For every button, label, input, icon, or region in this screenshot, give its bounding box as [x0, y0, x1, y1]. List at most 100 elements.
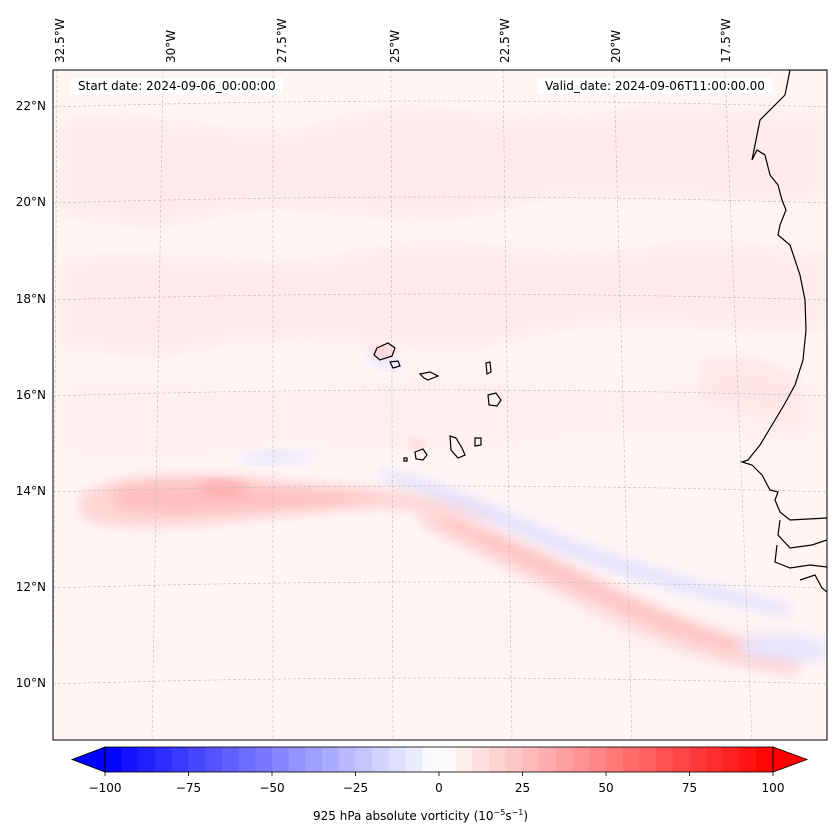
colorbar-bin — [439, 747, 457, 772]
colorbar-bin — [756, 747, 774, 772]
colorbar-label: 925 hPa absolute vorticity (10−5s−1) — [313, 808, 528, 823]
colorbar-label-exp1: −5 — [493, 808, 506, 817]
colorbar-tick-label: 0 — [435, 781, 443, 795]
colorbar-bin — [455, 747, 473, 772]
colorbar-bin — [171, 747, 189, 772]
colorbar-bin — [606, 747, 624, 772]
map-frame — [52, 69, 828, 741]
colorbar-bin — [622, 747, 640, 772]
longitude-gridline — [724, 70, 753, 740]
colorbar-bin — [205, 747, 223, 772]
african-coastline — [777, 519, 827, 549]
longitude-gridline — [613, 70, 633, 740]
colorbar-bin — [555, 747, 574, 772]
colorbar-tick-label: 25 — [514, 781, 531, 795]
longitude-gridline — [502, 70, 513, 740]
african-coastline — [799, 574, 827, 593]
latitude-gridline — [53, 196, 827, 204]
negative-vorticity-region — [240, 450, 320, 465]
colorbar-label-exp2: −1 — [511, 808, 524, 817]
start-date-label: Start date: 2024-09-06_00:00:00 — [71, 78, 283, 94]
colorbar-bin — [422, 747, 440, 772]
colorbar-bin — [706, 747, 724, 772]
colorbar — [70, 746, 809, 776]
colorbar-bin — [489, 747, 507, 772]
coastlines — [373, 70, 827, 593]
negative-vorticity-region — [380, 470, 790, 615]
positive-vorticity-region — [60, 374, 827, 463]
colorbar-bin — [272, 747, 290, 772]
colorbar-bin — [589, 747, 607, 772]
colorbar-label-unit: s — [505, 809, 512, 823]
latitude-gridline — [53, 485, 827, 493]
latitude-gridline — [53, 677, 827, 685]
negative-vorticity-region — [740, 634, 827, 663]
vorticity-contours — [60, 105, 827, 678]
latitude-tick-label: 22°N — [15, 99, 46, 113]
longitude-tick-label: 25°W — [388, 29, 402, 63]
colorbar-bin — [238, 747, 256, 772]
colorbar-bin — [405, 747, 423, 772]
colorbar-tick-label: −25 — [342, 781, 369, 795]
cape-verde-island — [414, 448, 428, 461]
colorbar-bin — [722, 747, 741, 772]
colorbar-bin — [505, 747, 523, 772]
colorbar-bin — [388, 747, 407, 772]
positive-vorticity-region — [200, 480, 250, 499]
colorbar-bin — [322, 747, 340, 772]
colorbar-bin — [355, 747, 373, 772]
colorbar-bin — [372, 747, 390, 772]
latitude-tick-label: 18°N — [15, 292, 46, 306]
colorbar-bin — [522, 747, 540, 772]
positive-vorticity-region — [60, 105, 827, 228]
positive-vorticity-region — [409, 438, 423, 451]
gridlines — [53, 70, 827, 740]
cape-verde-island — [403, 457, 408, 462]
cape-verde-island — [449, 435, 466, 459]
longitude-gridline — [151, 70, 164, 740]
latitude-gridline — [53, 581, 827, 589]
latitude-tick-label: 20°N — [15, 195, 46, 209]
longitude-gridline — [390, 70, 394, 740]
colorbar-bin — [221, 747, 240, 772]
colorbar-bin — [689, 747, 707, 772]
colorbar-tick-label: 75 — [681, 781, 698, 795]
colorbar-tick-label: −50 — [259, 781, 285, 795]
african-coastline — [740, 70, 827, 521]
colorbar-bin — [188, 747, 206, 772]
colorbar-tick-label: 50 — [598, 781, 614, 795]
colorbar-bin — [288, 747, 306, 772]
positive-vorticity-region — [700, 356, 800, 430]
colorbar-bin — [672, 747, 690, 772]
longitude-tick-label: 32.5°W — [53, 18, 67, 63]
latitude-tick-label: 14°N — [15, 484, 46, 498]
colorbar-bin — [472, 747, 490, 772]
colorbar-tick-label: 100 — [761, 781, 785, 795]
latitude-gridline — [53, 293, 827, 301]
colorbar-bin — [539, 747, 557, 772]
latitude-tick-label: 10°N — [15, 676, 46, 690]
positive-vorticity-region — [60, 240, 827, 358]
cape-verde-island — [373, 342, 396, 361]
longitude-tick-label: 27.5°W — [275, 18, 289, 63]
latitude-gridline — [53, 389, 827, 397]
colorbar-bin — [105, 747, 123, 772]
cape-verde-island — [418, 371, 440, 381]
colorbar-bin — [255, 747, 273, 772]
colorbar-bin — [138, 747, 156, 772]
colorbar-tick-label: −100 — [88, 781, 122, 795]
positive-vorticity-region — [110, 483, 380, 512]
longitude-tick-label: 30°W — [164, 29, 178, 63]
cape-verde-island — [487, 392, 502, 407]
colorbar-label-end: ) — [523, 809, 529, 823]
colorbar-tick-label: −75 — [175, 781, 202, 795]
valid-date-label: Valid_date: 2024-09-06T11:00:00.00 — [538, 78, 772, 94]
colorbar-bin — [639, 747, 657, 772]
positive-vorticity-region — [440, 515, 790, 662]
colorbar-bin — [155, 747, 173, 772]
colorbar-extend-high — [772, 746, 809, 773]
longitude-tick-label: 20°W — [609, 29, 623, 63]
longitude-tick-label: 17.5°W — [719, 18, 733, 63]
longitude-tick-label: 22.5°W — [498, 18, 512, 63]
